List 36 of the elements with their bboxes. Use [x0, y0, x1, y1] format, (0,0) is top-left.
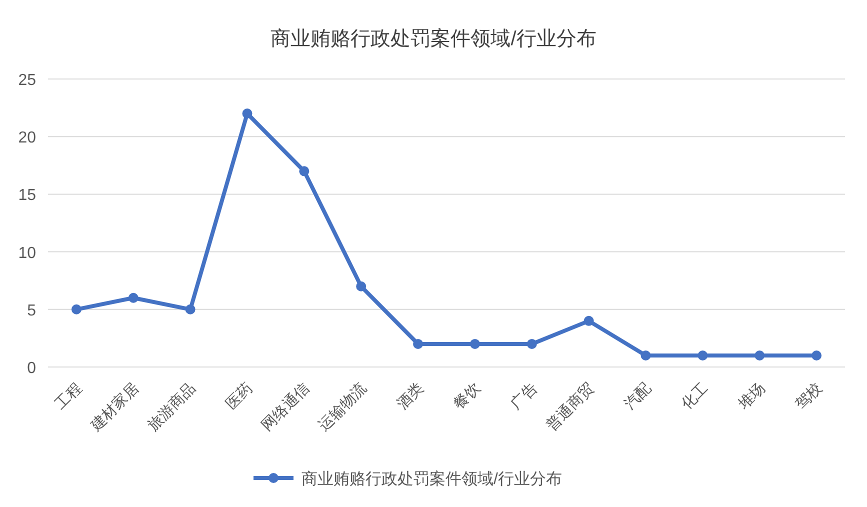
y-tick-label: 20: [18, 130, 36, 147]
x-tick-label: 化工: [678, 380, 712, 414]
x-tick-label: 普通商贸: [543, 380, 598, 434]
x-tick-label: 医药: [222, 380, 256, 414]
x-tick-label: 驾校: [792, 380, 826, 414]
x-tick-label: 运输物流: [315, 380, 370, 434]
point: [242, 108, 252, 119]
x-tick-label: 餐饮: [450, 380, 484, 414]
point: [185, 304, 196, 314]
point: [640, 350, 651, 360]
x-tick-label: 网络通信: [258, 380, 314, 434]
point: [128, 292, 138, 303]
x-tick-label: 工程: [52, 380, 86, 414]
chart-title: 商业贿赂行政处罚案件领域/行业分布: [270, 27, 596, 50]
point: [413, 338, 424, 349]
point: [71, 304, 82, 314]
point: [526, 338, 537, 349]
point: [584, 316, 594, 326]
point: [470, 338, 480, 349]
point: [356, 281, 366, 292]
y-tick-label: 5: [27, 302, 36, 320]
x-tick-label: 广告: [507, 380, 541, 414]
point: [698, 350, 708, 360]
legend-label: 商业贿赂行政处罚案件领域/行业分布: [302, 470, 562, 488]
x-tick-label: 旅游商品: [144, 380, 200, 434]
point: [299, 166, 310, 176]
x-tick-label: 酒类: [394, 380, 427, 414]
x-tick-label: 堆场: [734, 380, 768, 414]
point: [754, 350, 765, 360]
x-tick-label: 建材家居: [87, 380, 142, 435]
x-tick-label: 汽配: [621, 380, 655, 414]
y-tick-label: 0: [27, 360, 36, 377]
y-tick-label: 15: [18, 187, 36, 204]
y-tick-label: 25: [18, 72, 36, 89]
point: [812, 350, 822, 360]
y-tick-label: 10: [18, 244, 36, 262]
